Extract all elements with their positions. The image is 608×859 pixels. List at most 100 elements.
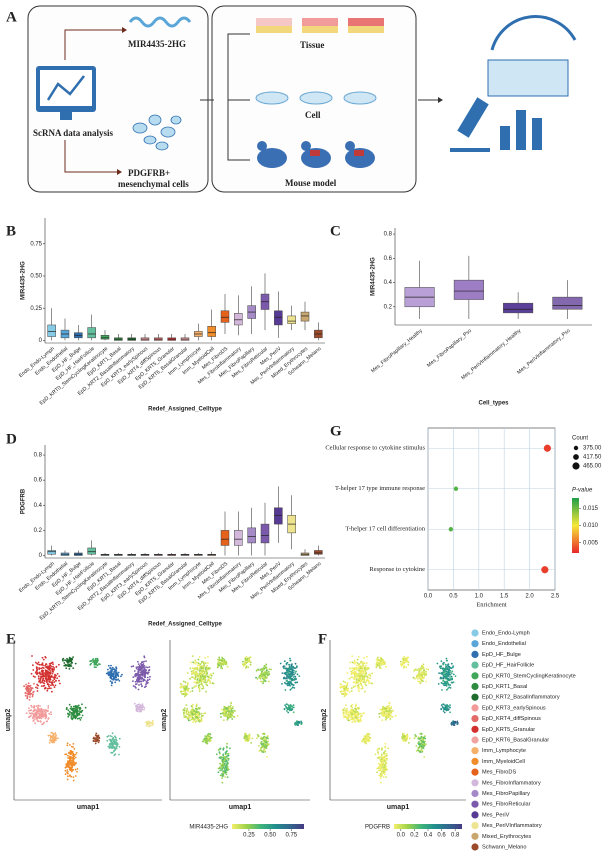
umap-point xyxy=(383,766,386,768)
umap-point xyxy=(346,672,349,674)
umap-point xyxy=(72,709,75,712)
umap-point xyxy=(366,678,369,681)
umap-point xyxy=(47,705,50,707)
umap-point xyxy=(94,742,97,745)
box xyxy=(503,302,534,314)
umap-point xyxy=(249,663,252,666)
umap-point xyxy=(377,751,379,753)
umap-point xyxy=(418,744,421,747)
umap-point xyxy=(292,667,295,669)
umap-point xyxy=(353,659,356,662)
umap-point xyxy=(418,750,421,753)
umap-point xyxy=(76,770,78,773)
umap-point xyxy=(74,763,76,766)
umap-point xyxy=(256,734,259,736)
umap-point xyxy=(200,676,203,679)
umap-point xyxy=(350,690,353,692)
y-axis-label: MIR4435-2HG xyxy=(21,261,27,300)
umap-point xyxy=(454,675,457,677)
umap-point xyxy=(28,707,30,709)
umap-point xyxy=(28,685,31,687)
umap-point xyxy=(145,666,148,669)
umap-point xyxy=(436,662,439,665)
umap-point xyxy=(136,677,139,680)
umap-point xyxy=(137,663,140,665)
umap-point xyxy=(447,663,450,665)
umap-point xyxy=(36,720,39,722)
umap-point xyxy=(66,742,69,745)
umap-point xyxy=(117,678,120,681)
umap-point xyxy=(184,707,186,709)
umap-point xyxy=(212,672,215,675)
umap-point xyxy=(417,680,419,683)
umap-point xyxy=(295,678,297,681)
umap-point xyxy=(339,690,342,693)
umap-point xyxy=(67,664,70,666)
colorbar-label: 0.50 xyxy=(264,833,276,839)
umap-point xyxy=(137,660,139,663)
umap-point xyxy=(71,745,73,748)
umap-point xyxy=(228,713,230,716)
umap-point xyxy=(257,669,260,671)
umap-point xyxy=(34,708,36,711)
umap-point xyxy=(382,711,384,713)
umap-point xyxy=(368,682,370,685)
umap-point xyxy=(116,742,119,745)
umap-point xyxy=(351,667,353,669)
umap-point xyxy=(262,682,264,685)
umap-point xyxy=(266,671,268,674)
umap-point xyxy=(448,686,451,689)
panel-label: D xyxy=(6,431,17,447)
umap-point xyxy=(196,708,198,711)
umap-point xyxy=(382,762,385,765)
umap-point xyxy=(288,705,291,708)
umap-point xyxy=(183,716,186,719)
umap-point xyxy=(48,687,51,689)
umap-point xyxy=(221,667,224,670)
legend-swatch xyxy=(471,789,479,798)
legend-title: P-value xyxy=(572,488,593,494)
legend-swatch xyxy=(471,715,479,723)
umap-point xyxy=(206,684,209,687)
umap-point xyxy=(226,763,229,766)
legend-label: 375.00 xyxy=(583,446,602,452)
umap-point xyxy=(361,685,364,688)
umap-point xyxy=(72,779,75,782)
umap-point xyxy=(402,735,405,738)
umap-point xyxy=(28,716,30,719)
umap-point xyxy=(192,703,194,706)
umap-point xyxy=(41,656,44,659)
umap-point xyxy=(406,735,409,737)
umap-point xyxy=(363,679,366,681)
colorbar-label: 0.005 xyxy=(583,540,599,546)
umap-point xyxy=(358,683,360,686)
box xyxy=(220,530,230,546)
umap-point xyxy=(265,663,268,666)
umap-point xyxy=(379,708,382,711)
umap-point xyxy=(44,664,46,667)
umap-point xyxy=(116,672,118,675)
umap-point xyxy=(404,740,407,742)
box xyxy=(234,313,243,326)
umap-point xyxy=(183,695,186,698)
umap-point xyxy=(74,756,77,759)
umap-point xyxy=(109,743,111,745)
umap-point xyxy=(367,667,370,670)
umap-point xyxy=(292,671,295,674)
umap-point xyxy=(180,686,182,689)
umap-point xyxy=(187,689,189,692)
umap-point xyxy=(48,712,51,715)
umap-point xyxy=(356,658,359,661)
umap-point xyxy=(198,716,201,719)
umap-point xyxy=(351,721,354,724)
umap-point xyxy=(227,705,230,708)
umap-point xyxy=(441,673,443,675)
umap-point xyxy=(407,656,410,659)
umap-point xyxy=(361,680,364,683)
umap-point xyxy=(300,720,302,723)
umap-point xyxy=(283,667,286,670)
umap-point xyxy=(145,660,147,662)
umap-point xyxy=(388,716,391,718)
umap-point xyxy=(423,669,425,672)
